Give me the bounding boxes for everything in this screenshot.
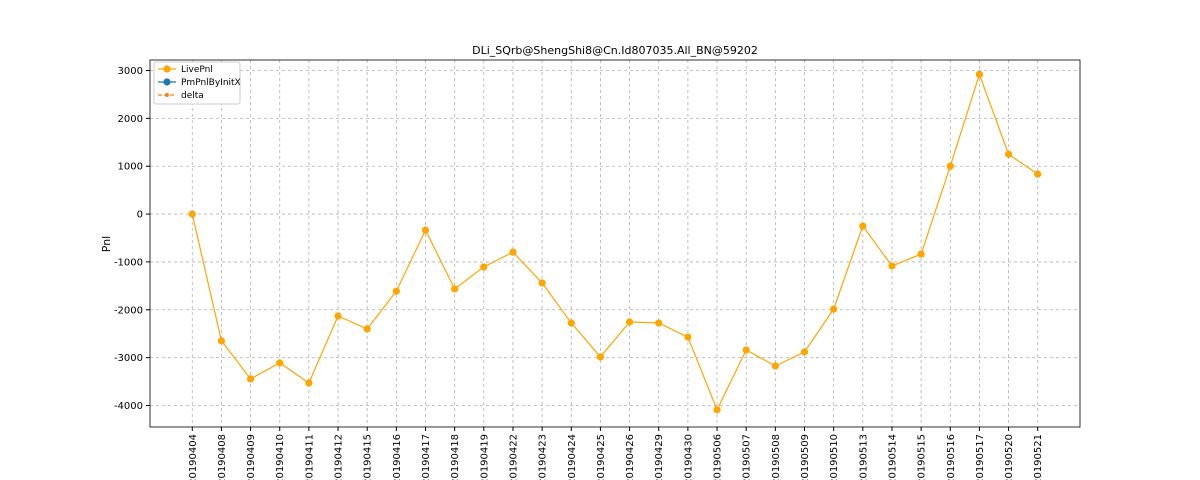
x-tick-label: 20190517 [975,434,986,480]
data-point [946,162,954,170]
data-point [800,348,809,356]
x-tick-label: 20190515 [917,434,928,480]
x-tick-label: 20190424 [567,434,578,480]
y-tick-label: -4000 [114,401,143,412]
data-point [334,312,342,320]
data-point [276,359,284,367]
data-point [392,287,400,295]
chart-title: DLi_SQrb@ShengShi8@Cn.Id807035.All_BN@59… [472,44,758,57]
data-point [188,210,196,218]
legend-box [153,61,241,105]
y-tick-label: -1000 [114,257,143,268]
plot-frame [149,59,1081,428]
x-tick-label: 20190417 [421,434,432,480]
x-tick-label: 20190422 [508,434,519,480]
x-tick-label: 20190509 [800,434,811,480]
x-tick-label: 20190521 [1033,434,1044,480]
x-tick-label: 20190419 [479,434,490,480]
x-tick-label: 20190508 [771,434,782,480]
data-point [421,226,430,234]
data-point [246,375,255,383]
data-point [567,319,575,327]
x-tick-label: 20190520 [1004,434,1015,480]
data-point [713,406,721,414]
x-tick-label: 20190510 [829,434,840,480]
x-tick-label: 20190418 [450,434,461,480]
data-point [1004,150,1013,158]
legend-label: delta [181,91,204,101]
data-point [888,262,896,270]
y-axis-label: Pnl [100,236,113,252]
x-tick-label: 20190409 [246,434,257,480]
series-line [191,72,1039,412]
data-point [625,318,634,326]
legend-label: LivePnl [181,65,213,75]
y-tick-label: 3000 [118,66,143,77]
x-tick-label: 20190430 [683,434,694,480]
x-tick-label: 20190415 [363,434,374,480]
x-tick-label: 20190404 [188,434,199,480]
data-point [538,279,546,287]
data-point [480,263,488,271]
legend-marker [163,78,171,86]
y-tick-label: 1000 [118,162,143,173]
x-tick-label: 20190513 [858,434,869,480]
x-tick-label: 20190516 [946,434,957,480]
data-point [742,346,750,354]
x-tick-label: 20190426 [625,434,636,480]
x-tick-label: 20190429 [654,434,665,480]
x-tick-label: 20190410 [275,434,286,480]
legend-label: PmPnlByInitX [181,78,241,88]
data-point [771,362,779,370]
data-point [917,250,925,258]
x-tick-label: 20190507 [742,434,753,480]
x-tick-label: 20190506 [713,434,724,480]
y-tick-label: 0 [137,210,143,221]
data-point [451,285,459,293]
data-point [1034,170,1042,178]
data-point [305,379,313,387]
x-tick-label: 20190423 [538,434,549,480]
y-tick-label: 2000 [118,114,143,125]
data-point [509,248,517,256]
x-tick-label: 20190416 [392,434,403,480]
y-tick-label: -3000 [114,353,143,364]
data-point [363,325,371,333]
data-point [217,337,226,345]
x-tick-label: 20190408 [217,434,228,480]
x-tick-label: 20190514 [887,434,898,480]
x-tick-label: 20190411 [304,434,315,480]
data-point [684,333,692,341]
data-point [975,70,984,78]
legend-marker [163,65,171,73]
x-tick-label: 20190425 [596,434,607,480]
data-point [830,305,838,313]
y-tick-label: -2000 [114,305,143,316]
data-point [655,319,663,327]
legend-marker [165,93,169,97]
data-point [859,222,867,230]
x-tick-label: 20190412 [334,434,345,480]
data-point [596,353,605,361]
legend: LivePnl PmPnlByInitX delta [153,61,241,105]
